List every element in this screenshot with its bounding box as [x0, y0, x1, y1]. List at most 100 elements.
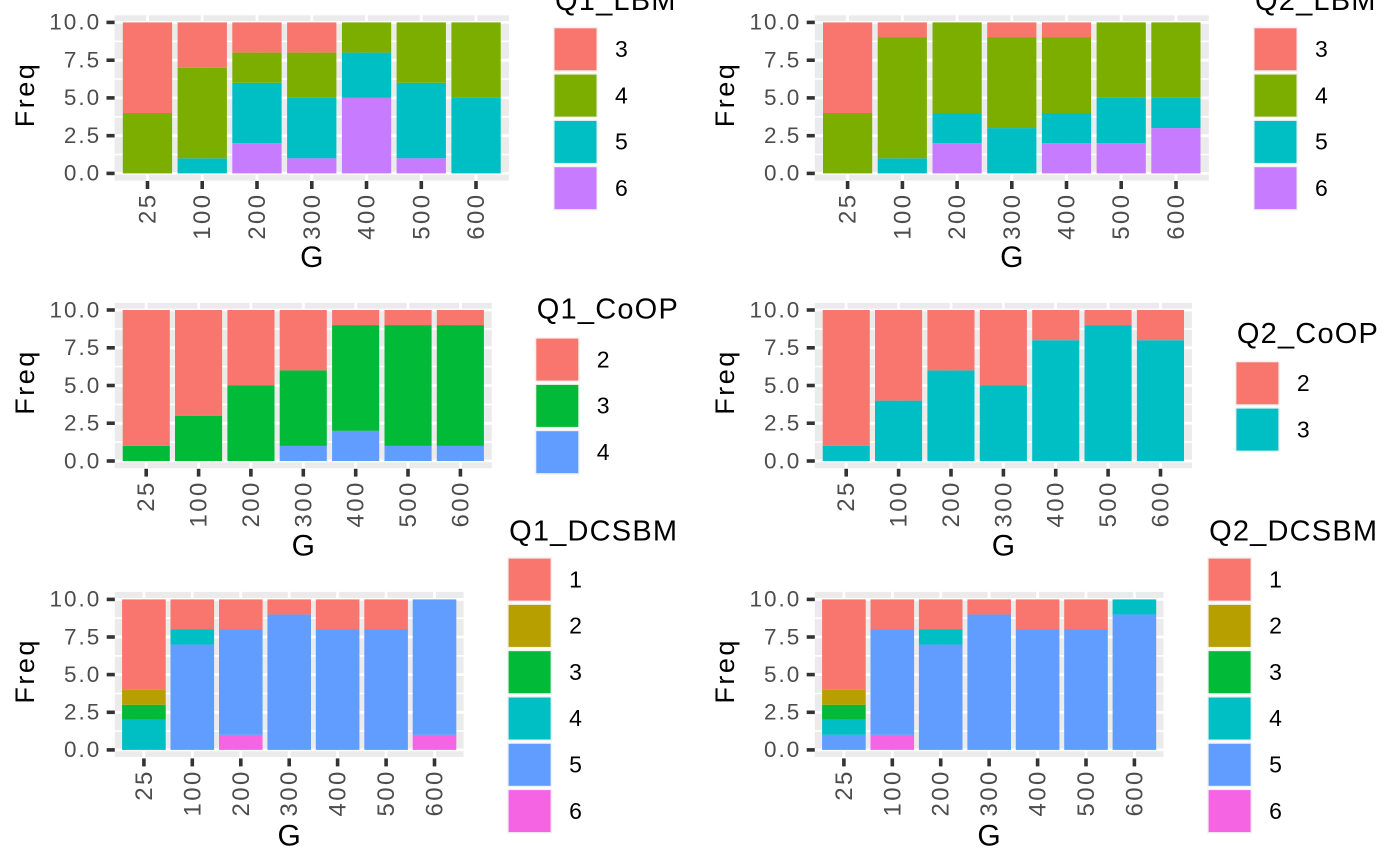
svg-text:6: 6 [569, 798, 582, 824]
svg-text:400: 400 [343, 480, 370, 527]
svg-text:100: 100 [186, 480, 213, 527]
svg-text:Freq: Freq [10, 62, 40, 128]
svg-text:600: 600 [422, 769, 449, 816]
svg-text:100: 100 [179, 769, 206, 816]
svg-text:0.0: 0.0 [64, 161, 101, 186]
svg-text:500: 500 [373, 769, 400, 816]
svg-text:500: 500 [1095, 480, 1122, 527]
svg-text:Freq: Freq [710, 62, 740, 128]
svg-text:25: 25 [131, 769, 158, 801]
svg-text:4: 4 [1269, 705, 1282, 731]
svg-text:0.0: 0.0 [764, 737, 801, 762]
svg-text:10.0: 10.0 [750, 297, 802, 322]
svg-text:0.0: 0.0 [64, 737, 101, 762]
svg-text:400: 400 [1054, 193, 1081, 240]
svg-text:5: 5 [1315, 129, 1328, 155]
svg-text:6: 6 [615, 175, 628, 201]
svg-text:600: 600 [1163, 193, 1190, 240]
svg-text:Q1_DCSBM: Q1_DCSBM [509, 515, 678, 547]
svg-text:200: 200 [938, 480, 965, 527]
svg-text:6: 6 [1269, 798, 1282, 824]
svg-text:G: G [300, 241, 323, 274]
svg-text:2.5: 2.5 [764, 411, 801, 436]
svg-text:Q2_DCSBM: Q2_DCSBM [1209, 515, 1378, 547]
svg-text:100: 100 [889, 193, 916, 240]
svg-text:5: 5 [569, 752, 582, 778]
svg-text:5: 5 [1269, 752, 1282, 778]
svg-text:400: 400 [354, 193, 381, 240]
svg-text:500: 500 [408, 193, 435, 240]
svg-text:200: 200 [244, 193, 271, 240]
svg-text:5.0: 5.0 [764, 85, 801, 110]
svg-text:Freq: Freq [10, 638, 40, 704]
svg-text:100: 100 [189, 193, 216, 240]
svg-text:10.0: 10.0 [50, 297, 102, 322]
svg-text:2: 2 [569, 613, 582, 639]
svg-text:0.0: 0.0 [764, 448, 801, 473]
svg-text:300: 300 [299, 193, 326, 240]
svg-text:2: 2 [1297, 370, 1310, 396]
svg-text:300: 300 [999, 193, 1026, 240]
svg-text:300: 300 [276, 769, 303, 816]
svg-text:600: 600 [447, 480, 474, 527]
svg-text:G: G [992, 530, 1015, 563]
svg-text:2.5: 2.5 [64, 123, 101, 148]
svg-text:500: 500 [1108, 193, 1135, 240]
svg-text:200: 200 [238, 480, 265, 527]
svg-text:7.5: 7.5 [764, 624, 801, 649]
svg-text:25: 25 [835, 193, 862, 225]
svg-text:1: 1 [569, 566, 582, 592]
svg-text:100: 100 [879, 769, 906, 816]
svg-text:400: 400 [1043, 480, 1070, 527]
svg-text:Q1_CoOP: Q1_CoOP [537, 294, 679, 326]
svg-text:300: 300 [990, 480, 1017, 527]
svg-text:10.0: 10.0 [750, 587, 802, 612]
svg-text:4: 4 [1315, 82, 1328, 108]
svg-text:200: 200 [944, 193, 971, 240]
svg-text:Q1_LBM: Q1_LBM [555, 0, 677, 17]
svg-text:G: G [278, 819, 301, 852]
svg-text:G: G [1000, 241, 1023, 274]
svg-text:600: 600 [1121, 769, 1148, 816]
svg-text:25: 25 [133, 480, 160, 512]
svg-text:3: 3 [1315, 36, 1328, 62]
svg-text:2: 2 [597, 346, 610, 372]
svg-text:400: 400 [325, 769, 352, 816]
svg-text:Q2_LBM: Q2_LBM [1255, 0, 1377, 17]
svg-text:Freq: Freq [710, 638, 740, 704]
svg-text:0.0: 0.0 [764, 161, 801, 186]
svg-text:4: 4 [597, 439, 610, 465]
svg-text:G: G [977, 819, 1000, 852]
svg-text:Freq: Freq [710, 349, 740, 415]
svg-text:2.5: 2.5 [764, 123, 801, 148]
svg-text:200: 200 [228, 769, 255, 816]
svg-text:5: 5 [615, 129, 628, 155]
svg-text:3: 3 [615, 36, 628, 62]
svg-text:6: 6 [1315, 175, 1328, 201]
svg-text:7.5: 7.5 [764, 335, 801, 360]
svg-text:500: 500 [395, 480, 422, 527]
svg-text:1: 1 [1269, 566, 1282, 592]
svg-text:100: 100 [886, 480, 913, 527]
svg-text:G: G [292, 530, 315, 563]
svg-text:5.0: 5.0 [64, 85, 101, 110]
svg-text:10.0: 10.0 [50, 587, 102, 612]
svg-text:Freq: Freq [10, 349, 40, 415]
svg-text:2.5: 2.5 [764, 700, 801, 725]
svg-text:7.5: 7.5 [64, 335, 101, 360]
svg-text:300: 300 [290, 480, 317, 527]
svg-text:3: 3 [569, 659, 582, 685]
svg-text:3: 3 [597, 393, 610, 419]
svg-text:10.0: 10.0 [49, 10, 101, 35]
svg-text:600: 600 [1148, 480, 1175, 527]
svg-text:600: 600 [463, 193, 490, 240]
svg-text:5.0: 5.0 [764, 662, 801, 687]
svg-text:3: 3 [1297, 416, 1310, 442]
svg-text:4: 4 [569, 705, 582, 731]
svg-text:5.0: 5.0 [64, 662, 101, 687]
svg-text:4: 4 [615, 82, 628, 108]
svg-text:25: 25 [135, 193, 162, 225]
svg-text:400: 400 [1025, 769, 1052, 816]
svg-text:2.5: 2.5 [64, 411, 101, 436]
svg-text:7.5: 7.5 [64, 624, 101, 649]
